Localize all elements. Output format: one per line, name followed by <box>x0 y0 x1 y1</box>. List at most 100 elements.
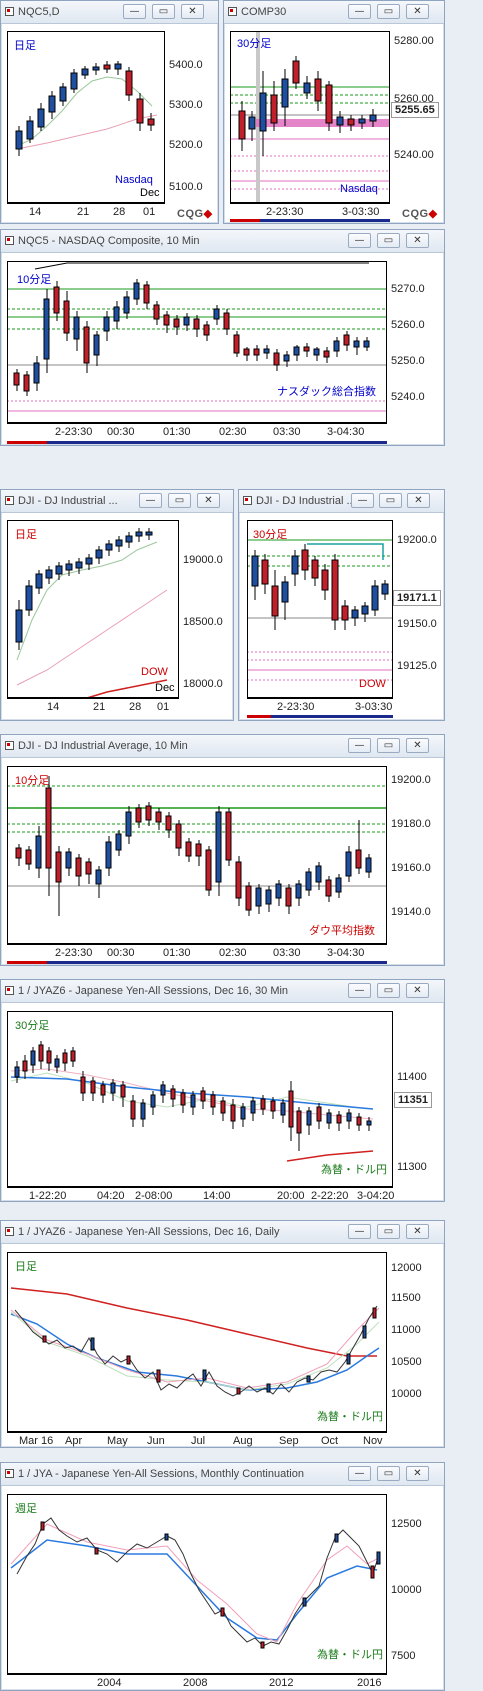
y-tick-label: 5280.00 <box>394 35 434 47</box>
restore-button[interactable]: ▭ <box>379 493 402 508</box>
chart-window-nqc5-daily[interactable]: NQC5,D — ▭ ✕ 日足 <box>0 0 219 224</box>
restore-button[interactable]: ▭ <box>377 4 400 19</box>
cqg-logo: CQG◆ <box>177 207 213 220</box>
minimize-button[interactable]: — <box>348 1224 371 1239</box>
x-tick-label: 14 <box>29 206 42 218</box>
close-button[interactable]: ✕ <box>406 4 429 19</box>
chart-window-jyaz6-daily[interactable]: 1 / JYAZ6 - Japanese Yen-All Sessions, D… <box>0 1220 445 1448</box>
window-titlebar[interactable]: DJI - DJ Industrial Average, 10 Min — ▭ … <box>1 735 444 758</box>
minimize-button[interactable]: — <box>348 738 371 753</box>
minimize-button[interactable]: — <box>139 493 162 508</box>
x-tick-label: 28 <box>129 701 142 713</box>
instrument-label: ナスダック総合指数 <box>277 386 376 398</box>
x-tick-label: 2-23:30 <box>266 206 304 218</box>
window-titlebar[interactable]: DJI - DJ Industrial ... — ▭ ✕ <box>1 490 233 513</box>
close-button[interactable]: ✕ <box>407 493 430 508</box>
window-titlebar[interactable]: DJI - DJ Industrial ... — ▭ ✕ <box>239 490 444 513</box>
chart-window-comp30[interactable]: COMP30 — ▭ ✕ <box>223 0 445 224</box>
close-button[interactable]: ✕ <box>197 493 220 508</box>
x-tick-label: 21 <box>93 701 106 713</box>
close-button[interactable]: ✕ <box>406 983 429 998</box>
plot-area[interactable]: 10分足 ダウ平均指数 <box>7 766 387 944</box>
x-tick-label: 2-23:30 <box>277 701 315 713</box>
chart-icon <box>5 1469 14 1478</box>
minimize-button[interactable]: — <box>351 493 374 508</box>
restore-button[interactable]: ▭ <box>377 983 400 998</box>
x-tick-label: 2016 <box>357 1677 382 1689</box>
x-tick-label: Aug <box>233 1435 253 1447</box>
restore-button[interactable]: ▭ <box>168 493 191 508</box>
plot-area[interactable]: 日足 為替・ドル円 <box>7 1252 387 1432</box>
window-titlebar[interactable]: 1 / JYAZ6 - Japanese Yen-All Sessions, D… <box>1 1221 444 1244</box>
plot-frame <box>7 520 179 698</box>
plot-frame <box>230 31 390 203</box>
y-tick-label: 12500 <box>391 1518 422 1530</box>
chart-window-dji-daily[interactable]: DJI - DJ Industrial ... — ▭ ✕ <box>0 489 234 721</box>
y-axis: 5400.0 5300.0 5200.0 5100.0 <box>165 31 220 203</box>
close-button[interactable]: ✕ <box>406 738 429 753</box>
plot-frame <box>247 520 393 698</box>
x-axis: 2-23:30 00:30 01:30 02:30 03:30 3-04:30 <box>7 944 387 961</box>
x-tick-label: 14 <box>47 701 60 713</box>
period-label: 10分足 <box>17 274 52 286</box>
close-button[interactable]: ✕ <box>406 1224 429 1239</box>
plot-area[interactable]: 30分足 為替・ドル円 <box>7 1011 393 1187</box>
restore-button[interactable]: ▭ <box>152 4 175 19</box>
x-axis: 2-23:30 00:30 01:30 02:30 03:30 3-04:30 <box>7 423 387 440</box>
x-tick-label: Sep <box>279 1435 299 1447</box>
window-titlebar[interactable]: COMP30 — ▭ ✕ <box>224 1 444 24</box>
x-tick-label: 02:30 <box>219 426 247 438</box>
period-label: 30分足 <box>15 1020 50 1032</box>
price-chart <box>15 61 158 156</box>
x-axis: 2004 2008 2012 2016 <box>7 1674 387 1691</box>
chart-icon <box>5 7 14 16</box>
plot-area[interactable]: 日足 DOW Dec <box>7 520 179 699</box>
restore-button[interactable]: ▭ <box>377 1466 400 1481</box>
restore-button[interactable]: ▭ <box>377 233 400 248</box>
price-chart <box>230 31 390 203</box>
y-tick-label: 10000 <box>391 1584 422 1596</box>
y-axis: 11400 11300 <box>393 1011 446 1187</box>
x-axis: 14 21 28 01 <box>7 203 165 220</box>
minimize-button[interactable]: — <box>348 983 371 998</box>
plot-area[interactable]: 30分足 Nasdaq <box>230 31 390 203</box>
price-chart <box>10 1041 374 1162</box>
chart-window-jyaz6-30min[interactable]: 1 / JYAZ6 - Japanese Yen-All Sessions, D… <box>0 979 445 1202</box>
x-tick-label: 00:30 <box>107 947 135 959</box>
window-titlebar[interactable]: 1 / JYA - Japanese Yen-All Sessions, Mon… <box>1 1463 444 1486</box>
y-tick-label: 19160.0 <box>391 862 431 874</box>
plot-frame <box>7 261 387 423</box>
window-title: 1 / JYAZ6 - Japanese Yen-All Sessions, D… <box>18 985 289 997</box>
restore-button[interactable]: ▭ <box>377 1224 400 1239</box>
minimize-button[interactable]: — <box>348 1466 371 1481</box>
close-button[interactable]: ✕ <box>406 233 429 248</box>
y-tick-label: 19200.0 <box>397 534 437 546</box>
chart-window-dji-30min[interactable]: DJI - DJ Industrial ... — ▭ ✕ <box>238 489 445 721</box>
minimize-button[interactable]: — <box>348 233 371 248</box>
plot-area[interactable]: 10分足 ナスダック総合指数 <box>7 261 387 423</box>
y-tick-label: 10000 <box>391 1388 422 1400</box>
plot-area[interactable]: 30分足 DOW <box>247 520 393 698</box>
window-titlebar[interactable]: NQC5 - NASDAQ Composite, 10 Min — ▭ ✕ <box>1 230 444 253</box>
month-label: Dec <box>155 682 175 694</box>
x-tick-label: Jul <box>191 1435 206 1447</box>
chart-window-nqc5-10min[interactable]: NQC5 - NASDAQ Composite, 10 Min — ▭ ✕ <box>0 229 445 446</box>
minimize-button[interactable]: — <box>348 4 371 19</box>
plot-area[interactable]: 週足 為替・ドル円 <box>7 1494 387 1674</box>
close-button[interactable]: ✕ <box>406 1466 429 1481</box>
minimize-button[interactable]: — <box>123 4 146 19</box>
x-axis: 2-23:30 3-03:30 <box>247 698 393 715</box>
chart-window-jya-monthly[interactable]: 1 / JYA - Japanese Yen-All Sessions, Mon… <box>0 1462 445 1691</box>
window-title: DJI - DJ Industrial ... <box>256 495 356 507</box>
price-chart <box>10 1517 381 1649</box>
restore-button[interactable]: ▭ <box>377 738 400 753</box>
chart-icon <box>5 496 14 505</box>
plot-area[interactable]: 日足 Nasdaq Dec <box>7 31 165 203</box>
close-button[interactable]: ✕ <box>181 4 204 19</box>
price-chart <box>7 262 387 412</box>
window-title: COMP30 <box>241 6 287 18</box>
window-titlebar[interactable]: 1 / JYAZ6 - Japanese Yen-All Sessions, D… <box>1 980 444 1003</box>
window-titlebar[interactable]: NQC5,D — ▭ ✕ <box>1 1 218 24</box>
instrument-label: DOW <box>359 678 386 690</box>
chart-window-dji-10min[interactable]: DJI - DJ Industrial Average, 10 Min — ▭ … <box>0 734 445 966</box>
